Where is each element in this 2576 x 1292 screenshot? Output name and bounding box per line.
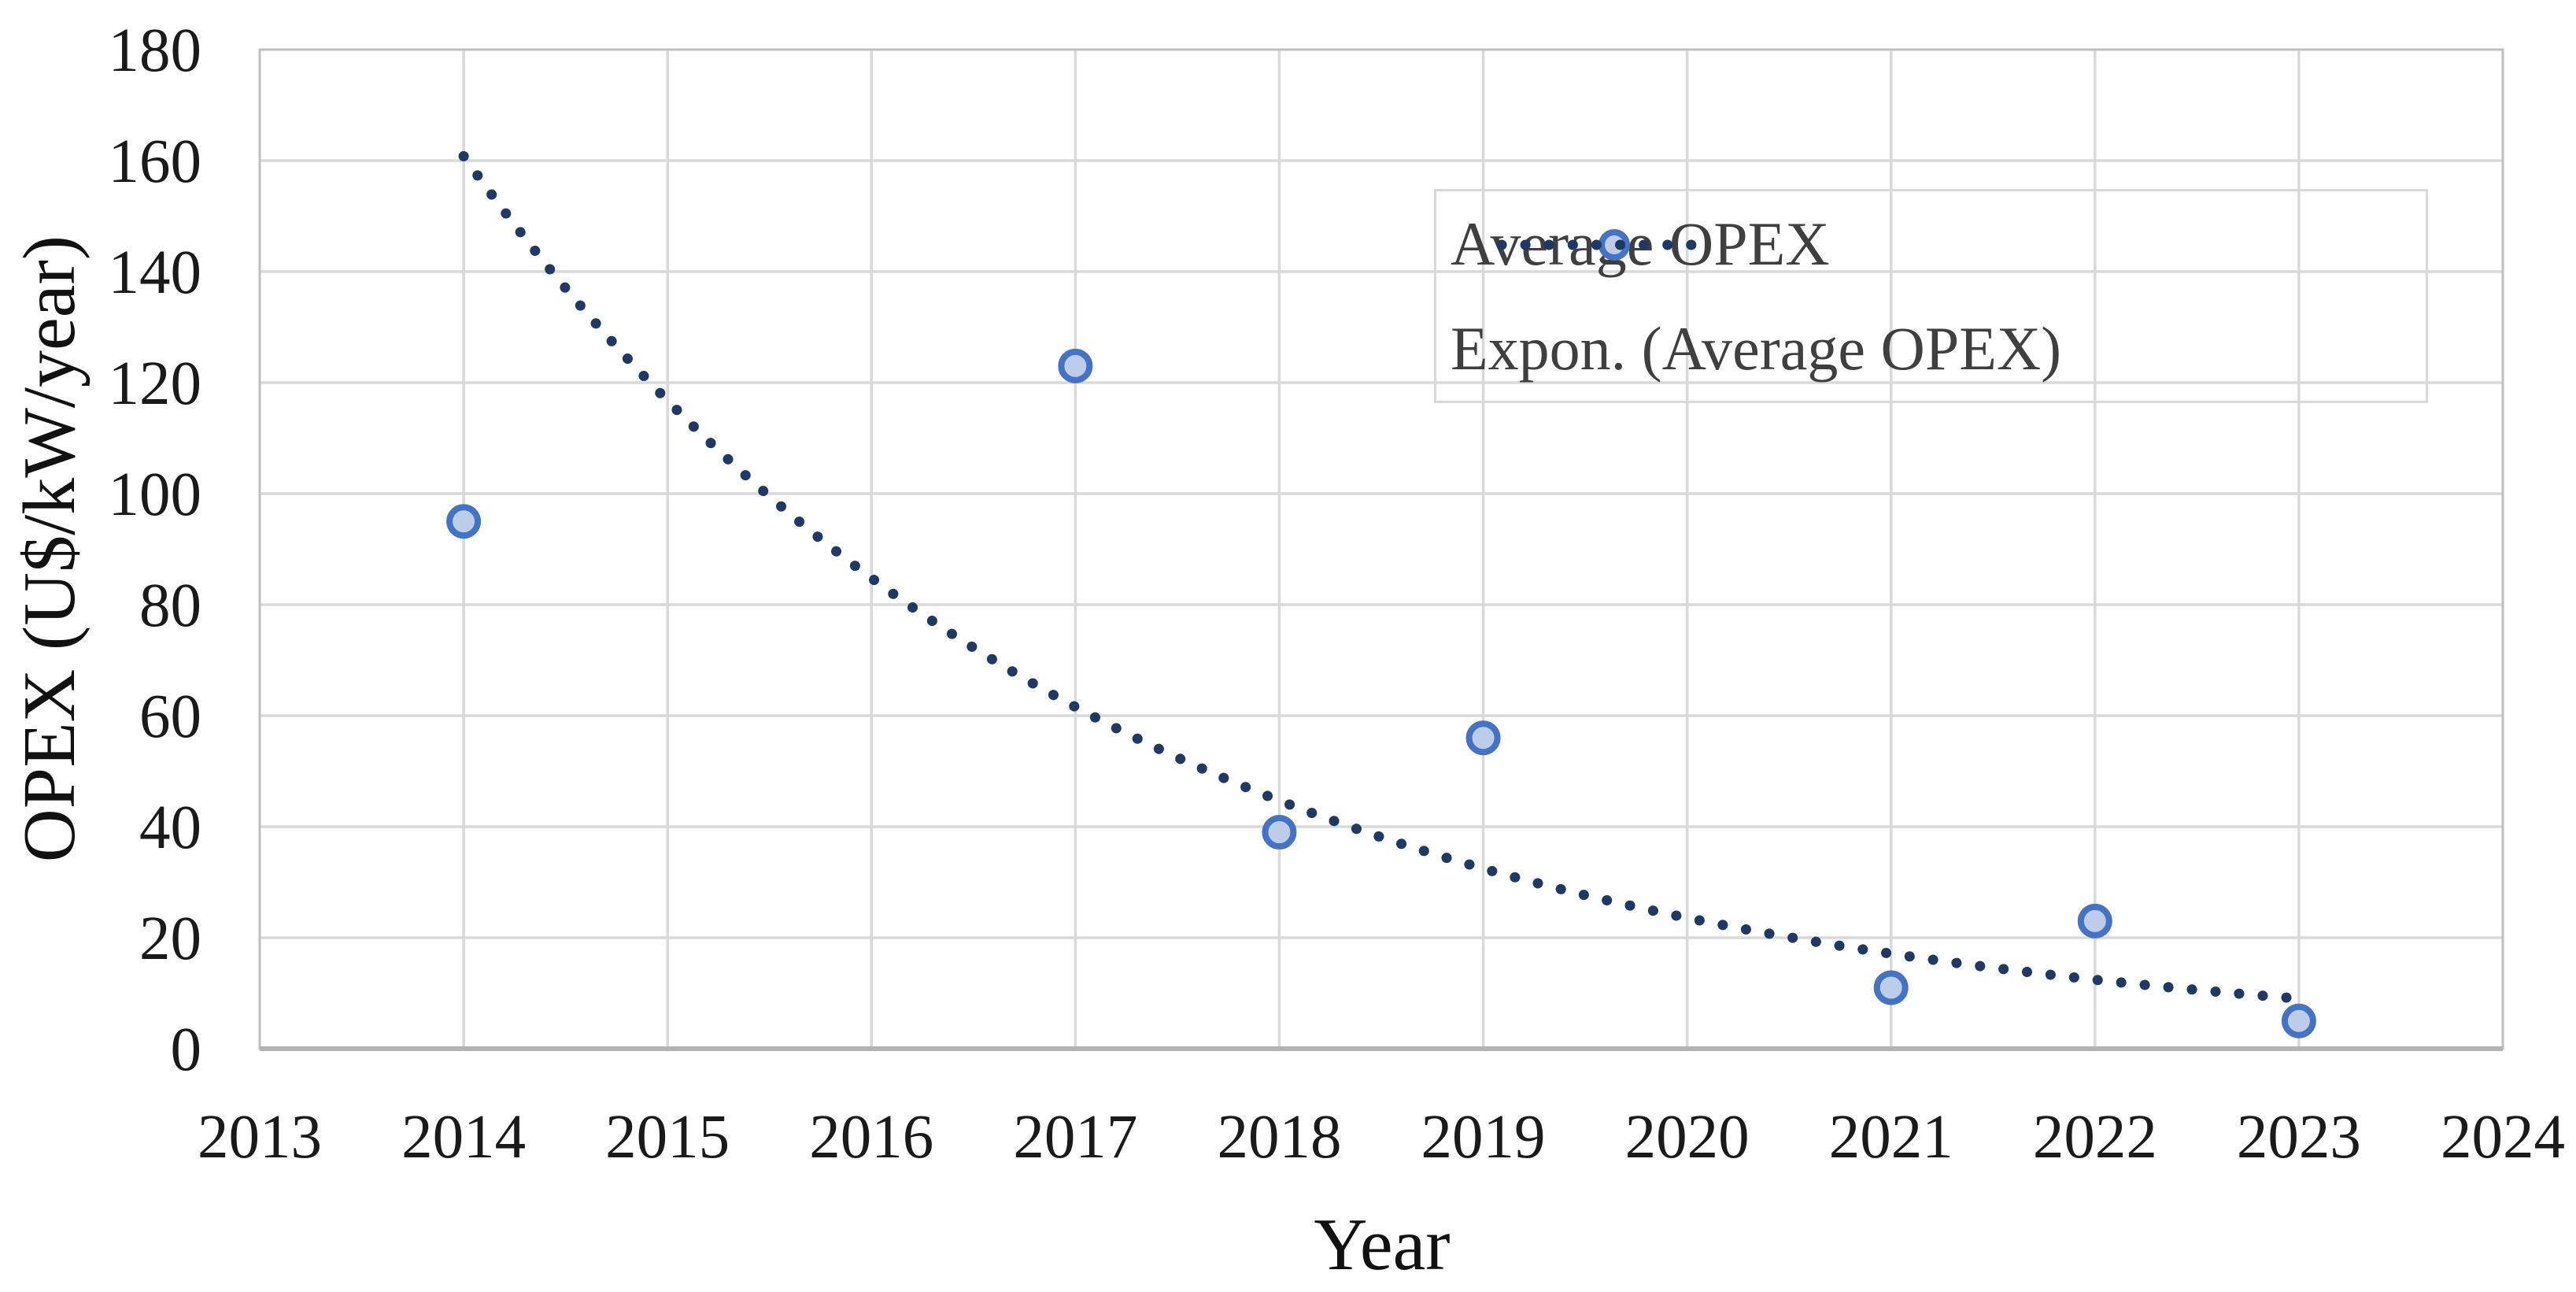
y-tick-label: 100 (109, 461, 202, 529)
data-point-marker (1465, 720, 1501, 756)
x-tick-label: 2021 (1829, 1103, 1953, 1172)
x-tick-label: 2016 (809, 1103, 933, 1172)
data-point-marker (1873, 970, 1909, 1005)
trendline-series (458, 150, 2304, 1004)
tick-labels: 0 20 40 60 80 100 120 140 160 180 2013 2014 2015 2016… (109, 17, 2566, 1172)
x-tick-label: 2020 (1625, 1103, 1750, 1172)
data-point-marker (2077, 903, 2112, 938)
x-tick-label: 2024 (2441, 1103, 2565, 1172)
x-tick-label: 2018 (1217, 1103, 1341, 1172)
legend-box: Average OPEX Expon. (Average OPEX) (1434, 189, 2428, 403)
x-tick-label: 2015 (605, 1103, 730, 1172)
y-tick-label: 20 (139, 905, 201, 973)
data-point-marker (1262, 815, 1297, 850)
y-tick-label: 140 (109, 239, 202, 307)
y-tick-label: 40 (139, 794, 201, 862)
y-tick-label: 180 (109, 17, 202, 85)
legend-label-expon: Expon. (Average OPEX) (1451, 313, 2062, 383)
scatter-series (446, 348, 2316, 1038)
dotted-trendline-icon (1496, 239, 1704, 250)
y-tick-label: 60 (139, 683, 201, 751)
x-tick-label: 2019 (1421, 1103, 1546, 1172)
x-axis-title: Year (1314, 1204, 1451, 1286)
y-tick-label: 120 (109, 350, 202, 418)
data-point-marker (1058, 348, 1093, 383)
y-tick-label: 80 (139, 572, 201, 640)
x-tick-label: 2022 (2033, 1103, 2157, 1172)
exponential-trendline-path (458, 150, 2304, 1004)
x-tick-label: 2013 (198, 1103, 322, 1172)
legend-item-expon-trendline: Expon. (Average OPEX) (1436, 239, 2426, 401)
gridlines (260, 50, 2503, 1049)
plot-border (258, 48, 2504, 1051)
data-point-marker (446, 504, 482, 539)
x-tick-label: 2017 (1013, 1103, 1137, 1172)
y-tick-label: 0 (171, 1016, 202, 1084)
data-point-marker (2281, 1003, 2316, 1038)
y-axis-title: OPEX (U$/kW/year) (9, 235, 91, 863)
y-tick-label: 160 (109, 128, 202, 196)
x-tick-label: 2014 (401, 1103, 526, 1172)
x-tick-label: 2023 (2237, 1103, 2361, 1172)
